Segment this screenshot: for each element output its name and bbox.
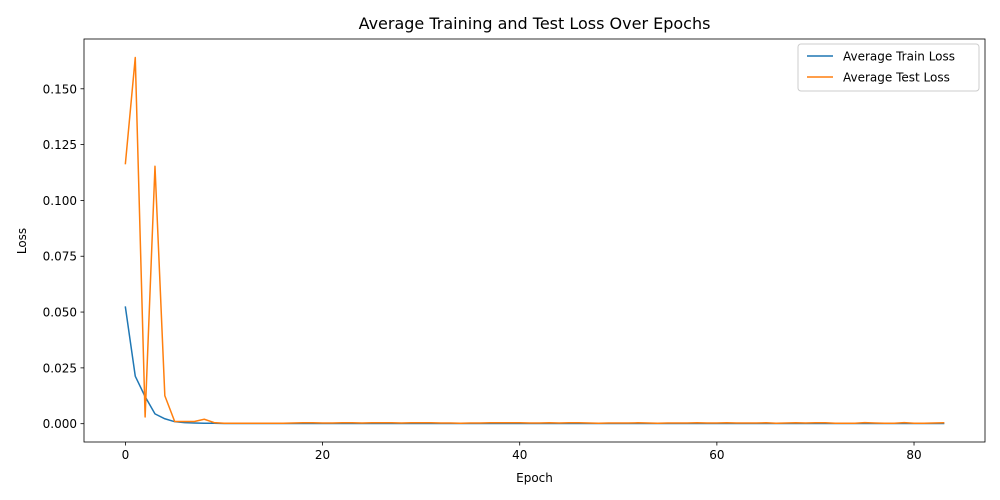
y-tick-label: 0.050	[43, 306, 77, 320]
axes-frame	[83, 38, 986, 443]
legend-label-2: Average Test Loss	[843, 71, 950, 85]
y-axis-label: Loss	[15, 228, 29, 254]
x-tick-label: 80	[906, 448, 921, 462]
plot-area: 0 20 40 60 80 0.000 0.025 0.050 0.075 0.100 0.125 0…	[43, 38, 986, 462]
x-axis-label: Epoch	[516, 471, 553, 485]
x-tick-label: 60	[709, 448, 724, 462]
chart-title: Average Training and Test Loss Over Epoc…	[359, 14, 711, 33]
y-tick-label: 0.000	[43, 417, 77, 431]
legend-label-1: Average Train Loss	[843, 50, 955, 64]
y-tick-label: 0.150	[43, 82, 77, 96]
series-line-2	[124, 56, 945, 424]
y-tick-label: 0.100	[43, 194, 77, 208]
x-tick-label: 20	[315, 448, 330, 462]
y-tick-label: 0.025	[43, 361, 77, 375]
x-tick-label: 0	[122, 448, 130, 462]
legend-box	[797, 43, 980, 92]
x-tick-label: 40	[512, 448, 527, 462]
y-tick-label: 0.075	[43, 250, 77, 264]
y-tick-label: 0.125	[43, 138, 77, 152]
